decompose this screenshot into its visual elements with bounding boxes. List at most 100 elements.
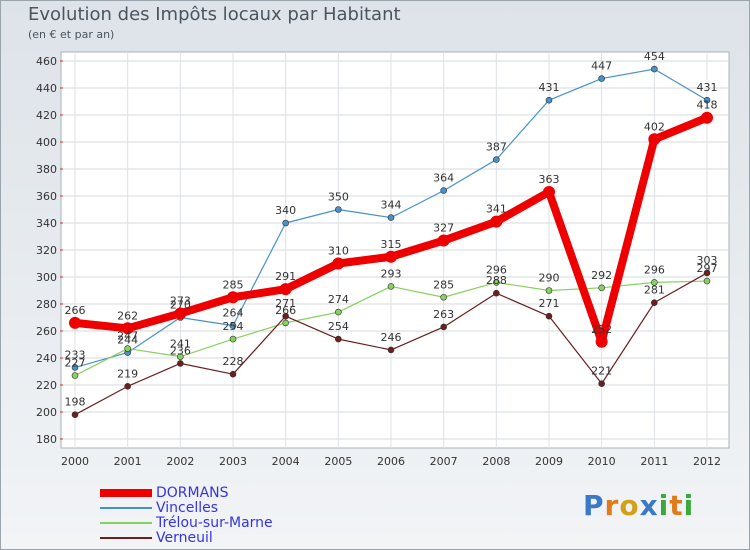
logo-letter: x [639,489,659,522]
legend-swatch [100,489,152,497]
data-label: 431 [539,81,560,94]
data-label: 247 [117,330,138,343]
data-label: 241 [170,338,191,351]
data-point [648,133,661,146]
data-point [440,293,447,301]
logo-letter: P [583,489,605,522]
legend-label: Trélou-sur-Marne [156,515,273,531]
data-point [545,96,553,104]
data-label: 363 [539,173,560,186]
data-point [229,370,237,378]
data-label: 274 [328,293,349,306]
data-point [71,411,79,419]
data-label: 454 [644,50,665,63]
data-point [227,291,239,304]
data-point [595,335,608,348]
x-tick-label: 2001 [114,455,142,468]
data-point [437,234,450,247]
data-label: 387 [486,141,507,154]
data-point [651,279,658,286]
x-tick-label: 2002 [166,455,194,468]
y-tick-label: 360 [36,190,57,203]
data-point [598,75,605,82]
series-lines [69,65,713,419]
data-point [229,335,237,343]
data-point [493,289,500,297]
data-point [490,215,503,228]
data-label: 293 [381,267,402,280]
data-label: 198 [65,396,86,409]
data-point [335,206,342,213]
data-point [651,299,658,306]
data-point [493,279,500,286]
data-point [124,345,131,352]
data-point [279,283,292,296]
data-label: 266 [275,304,296,317]
data-point [387,214,395,221]
legend-swatch [100,537,152,539]
x-tick-label: 2004 [272,455,300,468]
data-point [703,277,711,285]
proxiti-logo: Proxiti [583,489,694,522]
data-point [651,65,658,73]
y-tick-label: 220 [36,379,57,392]
data-label: 418 [697,99,718,112]
data-point [282,219,289,227]
data-label: 340 [275,204,296,217]
data-label: 315 [381,238,402,251]
data-label: 271 [539,297,560,310]
data-label: 296 [644,263,665,276]
data-label: 262 [117,309,138,322]
data-label: 297 [697,262,718,275]
y-tick-label: 240 [36,352,57,365]
data-point [703,96,711,104]
data-point [71,364,79,371]
data-label: 228 [223,355,244,368]
data-point [545,312,553,320]
logo-letter: i [683,489,695,522]
data-point [440,187,447,194]
x-tick-label: 2005 [324,455,352,468]
data-label: 273 [170,294,191,307]
data-point [69,316,81,329]
x-tick-label: 2000 [61,455,89,468]
x-axis-labels: 2000 2001 2002 2003 2004 2005 2006 2007 2008 2009… [61,455,721,468]
y-tick-label: 420 [36,109,57,122]
data-point [387,283,395,290]
y-axis-labels: 180 200 220 240 260 280 300 320 340 360 380 400 420 4… [36,55,57,446]
data-label: 244 [117,334,138,347]
data-point [385,250,397,263]
data-label: 252 [591,323,612,336]
legend-swatch [100,522,152,524]
data-labels: 233 244 270 264 340 350 344 364 387 431 447 454 431 2… [65,50,718,409]
data-label: 285 [433,278,454,291]
data-label: 327 [433,222,454,235]
data-point [229,322,237,329]
data-point [124,383,131,390]
x-tick-label: 2012 [693,455,721,468]
x-tick-label: 2006 [377,455,405,468]
data-point [335,335,342,343]
chart-subtitle: (en € et par an) [28,28,115,41]
logo-letter: o [619,489,640,522]
data-point [493,156,500,163]
data-point [335,308,342,316]
logo-letter: i [658,489,670,522]
data-point [174,307,187,320]
y-tick-label: 180 [36,433,57,446]
data-point [598,380,605,387]
data-label: 447 [591,60,612,73]
data-point [545,287,553,294]
data-label: 246 [381,331,402,344]
data-point [440,323,447,331]
x-tick-label: 2009 [535,455,563,468]
y-tick-label: 260 [36,325,57,338]
data-point [282,319,289,327]
data-label: 296 [486,263,507,276]
data-label: 344 [381,199,402,212]
x-tick-label: 2011 [640,455,668,468]
data-label: 310 [328,245,349,258]
data-label: 254 [223,320,244,333]
data-label: 221 [591,365,612,378]
legend-label: Vincelles [156,500,219,516]
